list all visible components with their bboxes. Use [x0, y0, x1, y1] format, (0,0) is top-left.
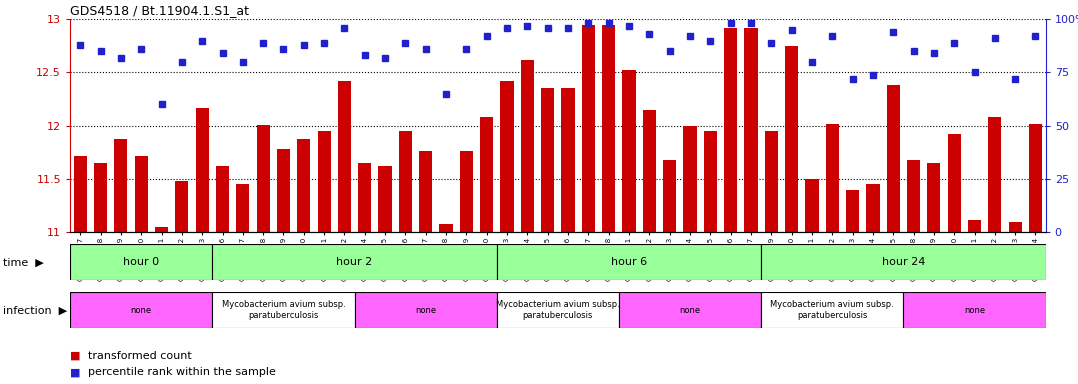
Text: Mycobacterium avium subsp.
paratuberculosis: Mycobacterium avium subsp. paratuberculo…: [222, 300, 345, 320]
Bar: [337, 81, 351, 232]
Bar: [70, 292, 212, 328]
Bar: [826, 124, 839, 232]
Bar: [216, 166, 230, 232]
Bar: [704, 131, 717, 232]
Bar: [135, 156, 148, 232]
Bar: [236, 184, 249, 232]
Bar: [355, 292, 497, 328]
Bar: [497, 244, 761, 280]
Bar: [642, 110, 655, 232]
Bar: [73, 156, 87, 232]
Bar: [968, 220, 981, 232]
Text: ■: ■: [70, 351, 81, 361]
Bar: [805, 179, 818, 232]
Bar: [257, 125, 270, 232]
Text: hour 6: hour 6: [611, 257, 647, 267]
Bar: [785, 46, 798, 232]
Bar: [212, 244, 497, 280]
Text: ■: ■: [70, 367, 81, 377]
Bar: [212, 292, 355, 328]
Bar: [155, 227, 168, 232]
Bar: [683, 126, 696, 232]
Bar: [419, 151, 432, 232]
Text: Mycobacterium avium subsp.
paratuberculosis: Mycobacterium avium subsp. paratuberculo…: [496, 300, 620, 320]
Bar: [298, 139, 310, 232]
Bar: [114, 139, 127, 232]
Text: none: none: [964, 306, 985, 314]
Text: none: none: [679, 306, 701, 314]
Bar: [176, 181, 189, 232]
Text: percentile rank within the sample: percentile rank within the sample: [88, 367, 276, 377]
Text: none: none: [415, 306, 437, 314]
Bar: [521, 60, 534, 232]
Bar: [497, 292, 619, 328]
Bar: [480, 117, 494, 232]
Text: Mycobacterium avium subsp.
paratuberculosis: Mycobacterium avium subsp. paratuberculo…: [771, 300, 894, 320]
Bar: [500, 81, 513, 232]
Bar: [582, 25, 595, 232]
Bar: [318, 131, 331, 232]
Bar: [1009, 222, 1022, 232]
Bar: [764, 131, 778, 232]
Bar: [277, 149, 290, 232]
Bar: [622, 70, 636, 232]
Text: hour 2: hour 2: [336, 257, 373, 267]
Bar: [70, 244, 212, 280]
Bar: [399, 131, 412, 232]
Bar: [562, 88, 575, 232]
Bar: [867, 184, 880, 232]
Bar: [195, 108, 209, 232]
Bar: [440, 224, 453, 232]
Text: none: none: [130, 306, 152, 314]
Text: hour 0: hour 0: [123, 257, 160, 267]
Bar: [94, 163, 107, 232]
Bar: [460, 151, 473, 232]
Bar: [619, 292, 761, 328]
Bar: [744, 28, 758, 232]
Text: infection  ▶: infection ▶: [3, 305, 67, 315]
Bar: [907, 160, 921, 232]
Bar: [378, 166, 391, 232]
Bar: [761, 244, 1046, 280]
Bar: [927, 163, 940, 232]
Text: hour 24: hour 24: [882, 257, 925, 267]
Bar: [761, 292, 903, 328]
Bar: [1028, 124, 1042, 232]
Text: time  ▶: time ▶: [3, 257, 44, 267]
Bar: [903, 292, 1046, 328]
Bar: [948, 134, 960, 232]
Text: GDS4518 / Bt.11904.1.S1_at: GDS4518 / Bt.11904.1.S1_at: [70, 3, 249, 17]
Text: transformed count: transformed count: [88, 351, 192, 361]
Bar: [358, 163, 372, 232]
Bar: [541, 88, 554, 232]
Bar: [989, 117, 1001, 232]
Bar: [603, 25, 616, 232]
Bar: [663, 160, 676, 232]
Bar: [846, 190, 859, 232]
Bar: [886, 85, 900, 232]
Bar: [724, 28, 737, 232]
